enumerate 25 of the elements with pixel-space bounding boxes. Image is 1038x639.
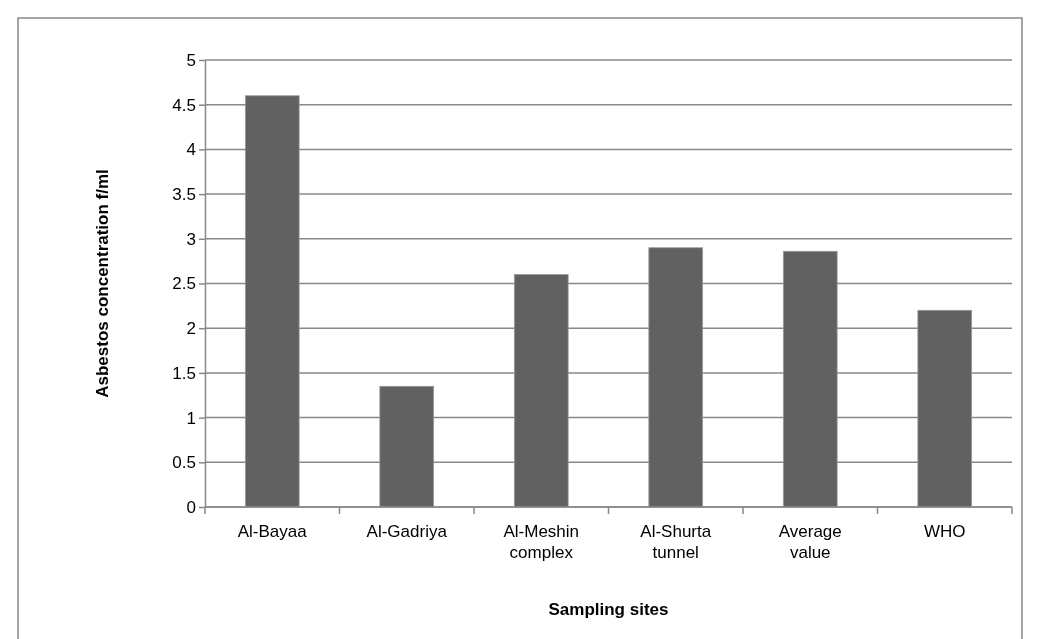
x-tick-label: Al-Bayaa: [237, 522, 308, 541]
y-tick-label: 2.5: [172, 274, 196, 294]
bar: [782, 250, 838, 508]
y-tick-label: 4.5: [172, 95, 196, 115]
y-tick-label: 3: [186, 229, 196, 249]
bar: [513, 274, 569, 508]
x-tick-label: Al-Shurta tunnel: [640, 522, 712, 562]
x-tick-label: Al-Meshin complex: [503, 522, 580, 562]
y-tick-label: 3.5: [172, 185, 196, 205]
x-tick-label: Average value: [778, 522, 842, 562]
y-tick-label: 0: [186, 497, 196, 517]
bar: [379, 385, 435, 508]
y-tick-label: 0.5: [172, 453, 196, 473]
y-tick-label: 2: [186, 319, 196, 339]
y-tick-label: 1: [186, 408, 196, 428]
y-tick-label: 4: [186, 140, 196, 160]
y-axis-title: Asbestos concentration f/ml: [93, 169, 112, 398]
y-tick-label: 5: [186, 50, 196, 70]
bar: [917, 309, 973, 508]
bar: [648, 247, 704, 508]
y-tick-label: 1.5: [172, 363, 196, 383]
x-tick-label: WHO: [923, 522, 966, 541]
bar: [244, 95, 300, 508]
x-tick-label: Al-Gadriya: [366, 522, 448, 541]
x-axis-title: Sampling sites: [548, 600, 669, 619]
